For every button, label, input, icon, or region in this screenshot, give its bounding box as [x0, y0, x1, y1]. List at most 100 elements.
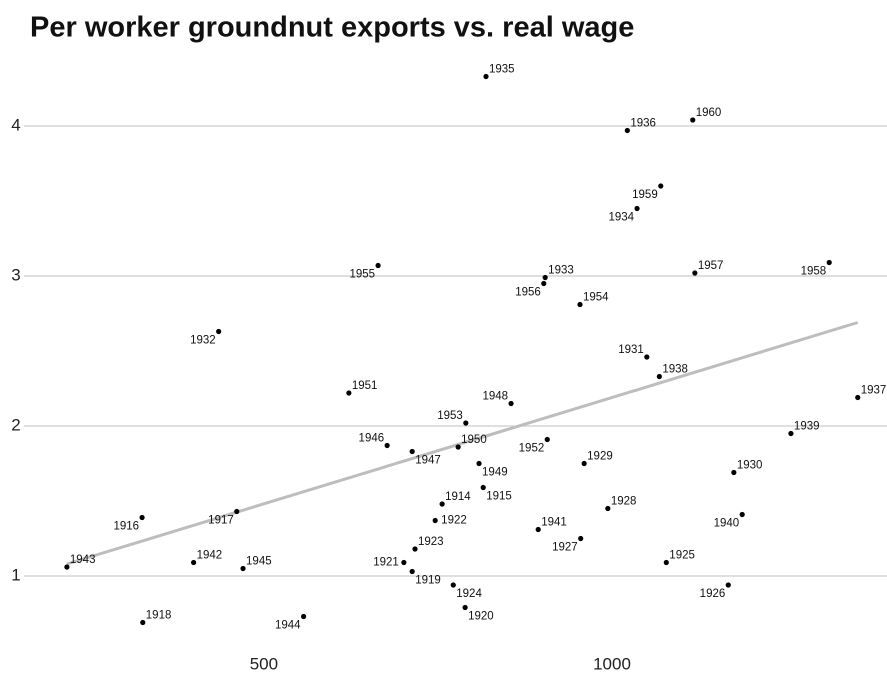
point: [139, 514, 145, 521]
point-label: 1933: [548, 265, 574, 277]
point: [634, 205, 640, 212]
point: [739, 511, 745, 518]
point-label: 1940: [714, 518, 740, 530]
y-tick-label: 2: [11, 415, 20, 434]
point-label: 1922: [441, 515, 467, 527]
point-label: 1935: [489, 64, 515, 76]
point-label: 1958: [801, 266, 827, 278]
point: [300, 613, 307, 620]
point: [855, 394, 861, 401]
point-label: 1954: [583, 292, 609, 304]
point-label: 1950: [461, 434, 487, 446]
point: [240, 565, 246, 572]
point-label: 1949: [482, 467, 508, 479]
point: [455, 444, 461, 450]
point: [663, 559, 669, 566]
chart-title: Per worker groundnut exports vs. real wa…: [30, 12, 634, 44]
point: [508, 400, 514, 407]
point-label: 1946: [359, 433, 385, 445]
point-label: 1953: [437, 410, 463, 422]
point-label: 1931: [618, 344, 644, 356]
point-label: 1924: [456, 588, 482, 600]
point-label: 1938: [662, 364, 688, 376]
point-label: 1943: [70, 554, 96, 566]
y-tick-label: 3: [11, 265, 20, 284]
point: [64, 564, 70, 570]
point: [542, 274, 548, 281]
point-label: 1925: [669, 550, 695, 562]
point-label: 1959: [632, 189, 658, 201]
point-label: 1952: [519, 443, 545, 455]
point: [439, 501, 445, 507]
point: [140, 619, 146, 626]
point: [581, 460, 587, 467]
point: [412, 546, 418, 552]
point: [788, 430, 794, 437]
point: [409, 448, 415, 455]
point: [375, 262, 381, 269]
y-tick-label: 1: [11, 565, 20, 584]
point: [409, 568, 415, 575]
point-label: 1919: [415, 575, 441, 587]
point: [191, 559, 197, 566]
point: [731, 469, 737, 476]
point-label: 1955: [349, 269, 375, 281]
point-label: 1930: [737, 460, 763, 472]
point-label: 1914: [445, 491, 471, 503]
point-label: 1939: [794, 421, 820, 433]
point-label: 1929: [587, 451, 613, 463]
point-label: 1937: [861, 385, 887, 397]
point: [578, 535, 584, 542]
point: [690, 117, 696, 123]
point: [216, 328, 222, 335]
point: [450, 582, 456, 588]
point: [346, 390, 352, 396]
point-label: 1927: [552, 542, 578, 554]
point: [826, 259, 832, 266]
point: [541, 280, 547, 287]
point-label: 1923: [418, 536, 444, 548]
point-label: 1948: [482, 391, 508, 403]
point: [462, 604, 468, 611]
trend-line: [66, 321, 859, 566]
point: [234, 508, 240, 515]
point: [535, 526, 541, 533]
point-label: 1945: [246, 556, 272, 568]
point-label: 1920: [468, 611, 494, 623]
point: [656, 373, 662, 380]
point: [624, 127, 630, 134]
point: [432, 517, 438, 524]
x-tick-label: 500: [250, 654, 278, 673]
point-label: 1917: [208, 515, 234, 527]
point-label: 1926: [700, 588, 726, 600]
point-label: 1934: [608, 212, 634, 224]
point: [725, 582, 731, 588]
y-tick-label: 4: [11, 115, 20, 134]
point-label: 1941: [541, 517, 567, 529]
point: [463, 420, 469, 426]
point-label: 1932: [190, 335, 216, 347]
point-label: 1957: [698, 260, 724, 272]
point-label: 1928: [611, 496, 637, 508]
point: [692, 270, 698, 276]
point-label: 1956: [515, 287, 541, 299]
point: [384, 442, 390, 449]
point: [480, 484, 486, 491]
point-label: 1960: [696, 107, 722, 119]
point-label: 1921: [373, 557, 399, 569]
x-tick-label: 1000: [593, 654, 631, 673]
point-label: 1942: [197, 550, 223, 562]
point-label: 1918: [146, 610, 172, 622]
point-label: 1915: [486, 491, 512, 503]
point: [483, 73, 489, 80]
point: [658, 183, 664, 189]
point: [605, 505, 611, 512]
point-label: 1936: [630, 118, 656, 130]
point-label: 1944: [275, 620, 301, 632]
point: [401, 559, 407, 566]
point: [644, 354, 650, 360]
point: [544, 436, 550, 443]
point-label: 1947: [415, 455, 441, 467]
point-label: 1951: [352, 380, 378, 392]
